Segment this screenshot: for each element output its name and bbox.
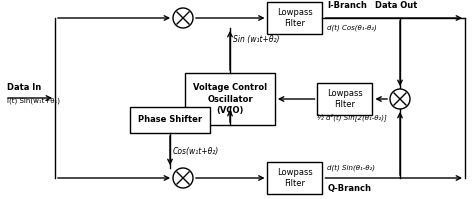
Bar	[185, 73, 275, 125]
Text: Q-Branch: Q-Branch	[328, 183, 372, 192]
Bar	[267, 2, 322, 34]
Text: Phase Shifter: Phase Shifter	[138, 115, 202, 125]
Circle shape	[173, 8, 193, 28]
Text: I-Branch: I-Branch	[328, 2, 367, 11]
Text: Lowpass
Filter: Lowpass Filter	[327, 89, 363, 109]
Text: Sin (w₁t+θ₂): Sin (w₁t+θ₂)	[233, 35, 280, 44]
Bar	[267, 162, 322, 194]
Circle shape	[390, 89, 410, 109]
Bar	[130, 107, 210, 133]
Text: ½ d²(t) Sin[2(θ₁-θ₂)]: ½ d²(t) Sin[2(θ₁-θ₂)]	[318, 113, 387, 121]
Circle shape	[173, 168, 193, 188]
Text: d(t) Sin(θ₁-θ₂): d(t) Sin(θ₁-θ₂)	[328, 165, 375, 171]
Bar	[318, 83, 373, 115]
Text: Cos(w₁t+θ₂): Cos(w₁t+θ₂)	[173, 147, 219, 156]
Text: Data Out: Data Out	[375, 2, 418, 11]
Text: Voltage Control
Oscillator
(VCO): Voltage Control Oscillator (VCO)	[193, 83, 267, 115]
Text: I(t) Sin(w₁t+θ₁): I(t) Sin(w₁t+θ₁)	[7, 98, 60, 104]
Text: d(t) Cos(θ₁-θ₂): d(t) Cos(θ₁-θ₂)	[328, 25, 377, 31]
Text: Lowpass
Filter: Lowpass Filter	[277, 168, 313, 188]
Text: Data In: Data In	[7, 84, 41, 93]
Text: Lowpass
Filter: Lowpass Filter	[277, 8, 313, 28]
